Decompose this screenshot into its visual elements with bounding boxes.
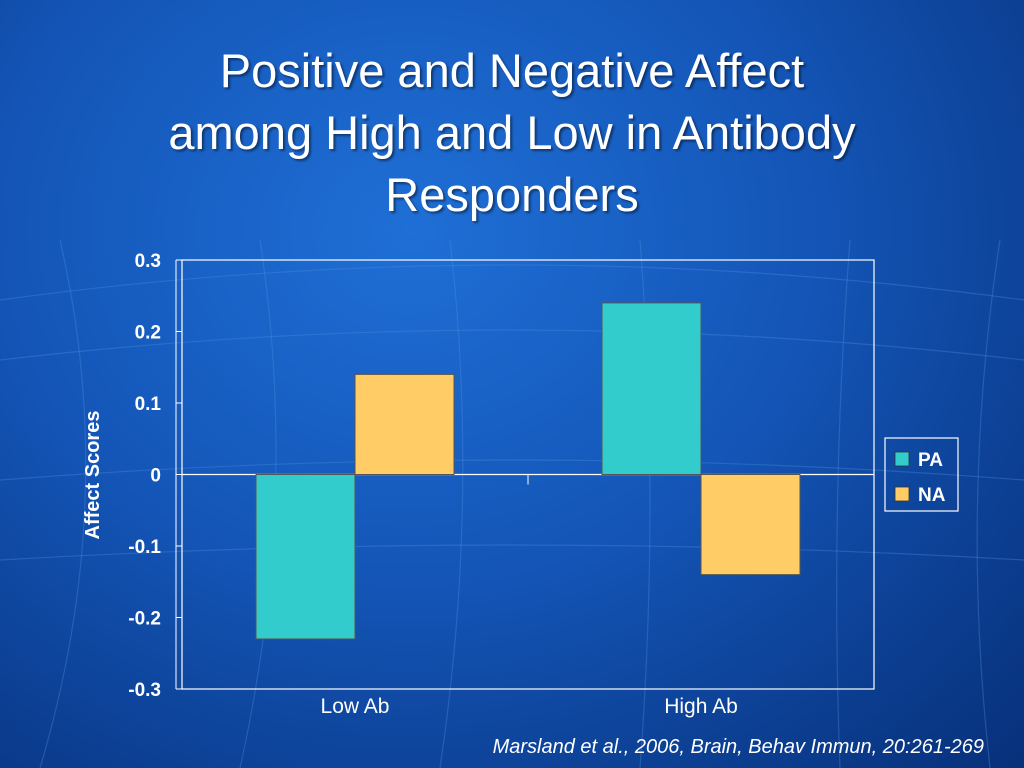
slide-title: Positive and Negative Affect among High … <box>40 40 984 226</box>
y-tick-label: 0.3 <box>135 251 161 272</box>
bar-na-high-ab <box>700 474 801 576</box>
citation: Marsland et al., 2006, Brain, Behav Immu… <box>492 736 984 758</box>
y-tick-label: 0.2 <box>135 323 161 344</box>
bar-pa-low-ab <box>255 474 356 640</box>
bars <box>255 302 801 640</box>
title-line-3: Responders <box>385 168 639 221</box>
title-line-1: Positive and Negative Affect <box>219 44 805 97</box>
x-tick-label: Low Ab <box>321 695 390 718</box>
y-tick-label: -0.1 <box>128 537 161 558</box>
y-tick-label: -0.2 <box>128 609 161 630</box>
legend-label-na: NA <box>918 485 946 506</box>
legend-label-pa: PA <box>918 450 943 471</box>
legend: PA NA <box>884 437 959 512</box>
x-tick-labels: Low Ab High Ab <box>321 695 738 718</box>
y-tick-label: 0 <box>150 466 161 487</box>
title-line-2: among High and Low in Antibody <box>168 106 856 159</box>
y-tick-label: 0.1 <box>135 394 162 415</box>
y-ticks: 0.3 0.2 0.1 0 -0.1 -0.2 -0.3 <box>128 251 182 701</box>
x-tick-label: High Ab <box>664 695 738 718</box>
legend-box <box>884 437 959 512</box>
legend-swatch-na <box>894 486 910 502</box>
bar-na-low-ab <box>354 373 455 475</box>
y-axis-label: Affect Scores <box>82 411 104 540</box>
bar-pa-high-ab <box>601 302 702 475</box>
legend-swatch-pa <box>894 451 910 467</box>
y-tick-label: -0.3 <box>128 680 161 701</box>
